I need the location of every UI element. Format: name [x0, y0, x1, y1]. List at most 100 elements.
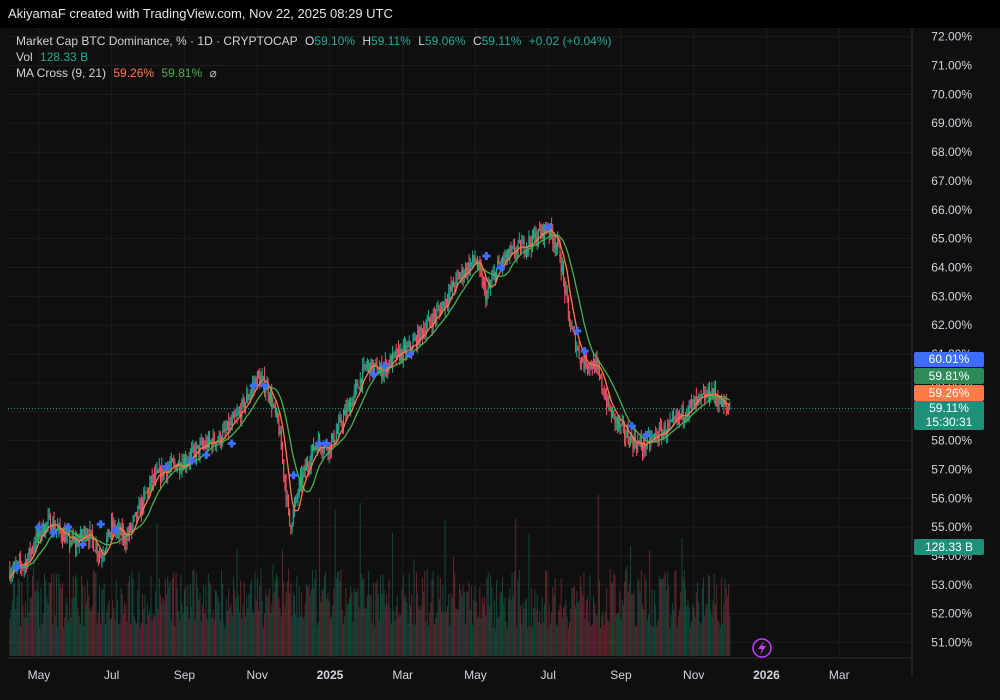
candle-body: [106, 538, 108, 549]
volume-bar: [713, 573, 715, 656]
volume-bar: [436, 612, 438, 656]
volume-label[interactable]: Vol: [16, 50, 33, 64]
volume-bar: [474, 585, 476, 656]
candle-body: [224, 427, 226, 431]
volume-bar: [516, 626, 518, 656]
candle-body: [553, 242, 555, 244]
volume-bar: [491, 587, 493, 656]
volume-bar: [688, 606, 690, 656]
volume-bar: [390, 623, 392, 656]
candle-body: [286, 497, 288, 501]
volume-bar: [540, 623, 542, 656]
cross-marker: [111, 526, 120, 535]
candle-body: [597, 364, 599, 369]
cross-marker: [64, 523, 73, 532]
volume-bar: [161, 603, 163, 656]
volume-bar: [63, 627, 65, 656]
candle-body: [549, 224, 551, 234]
cross-marker: [482, 251, 491, 260]
candle-body: [130, 525, 132, 531]
candle-body: [348, 403, 350, 413]
lightning-icon[interactable]: [752, 638, 772, 658]
candle-body: [687, 412, 689, 415]
volume-bar: [240, 580, 242, 656]
cross-marker: [496, 263, 505, 272]
symbol-title[interactable]: Market Cap BTC Dominance, % · 1D · CRYPT…: [16, 34, 298, 48]
cross-marker: [13, 563, 22, 572]
volume-bar: [20, 626, 22, 656]
volume-bar: [649, 550, 651, 656]
volume-bar: [627, 591, 629, 656]
volume-bar: [181, 602, 183, 656]
eye-off-icon[interactable]: ⌀: [209, 66, 217, 80]
volume-bar: [664, 571, 666, 656]
volume-bar: [529, 626, 531, 656]
candle-body: [21, 564, 23, 568]
candle-body: [20, 559, 22, 565]
volume-bar: [11, 600, 13, 656]
y-tick-label: 52.00%: [931, 607, 972, 621]
candle-body: [65, 534, 67, 543]
volume-bar: [698, 601, 700, 656]
candle-body: [667, 423, 669, 434]
candle-body: [219, 433, 221, 444]
volume-bar: [689, 627, 691, 656]
volume-bar: [659, 578, 661, 656]
candle-body: [311, 444, 313, 454]
volume-bar: [298, 585, 300, 656]
candle-body: [719, 396, 721, 404]
y-tick-label: 68.00%: [931, 145, 972, 159]
volume-bar: [643, 609, 645, 656]
volume-bar: [217, 596, 219, 656]
volume-bar: [348, 597, 350, 656]
candle-body: [502, 257, 504, 266]
volume-bar: [524, 600, 526, 656]
candle-body: [289, 508, 291, 526]
candle-body: [241, 401, 243, 419]
volume-bar: [137, 590, 139, 656]
candle-body: [657, 439, 659, 441]
candle-body: [683, 417, 685, 420]
candle-body: [570, 326, 572, 330]
candle-body: [181, 463, 183, 470]
volume-bar: [344, 616, 346, 656]
volume-bar: [545, 569, 547, 656]
volume-bar: [128, 575, 130, 656]
candle-body: [372, 365, 374, 373]
candle-body: [560, 262, 562, 272]
volume-bar: [272, 564, 274, 656]
candle-body: [230, 422, 232, 425]
volume-bar: [639, 590, 641, 656]
volume-bar: [561, 617, 563, 656]
volume-bar: [85, 603, 87, 656]
volume-bar: [413, 559, 415, 656]
candle-body: [504, 257, 506, 262]
volume-bar: [647, 614, 649, 656]
ohlc-low-value: 59.06%: [424, 34, 466, 48]
volume-bar: [308, 584, 310, 656]
candle-body: [346, 406, 348, 416]
volume-bar: [325, 572, 327, 656]
candle-body: [420, 327, 422, 331]
candle-body: [442, 301, 444, 306]
volume-bar: [337, 572, 339, 656]
volume-bar: [457, 609, 459, 656]
volume-bar: [692, 603, 694, 656]
chart-frame[interactable]: [8, 28, 992, 692]
volume-bar: [197, 587, 199, 656]
volume-bar: [209, 581, 211, 656]
volume-bar: [249, 585, 251, 656]
candle-body: [357, 383, 359, 388]
cross-marker: [49, 528, 58, 537]
candle-body: [679, 413, 681, 419]
volume-bar: [670, 614, 672, 656]
candle-body: [630, 435, 632, 446]
volume-bar: [578, 600, 580, 656]
volume-bar: [162, 598, 164, 656]
volume-bar: [292, 591, 294, 656]
ma-cross-label[interactable]: MA Cross (9, 21): [16, 66, 107, 80]
volume-bar: [433, 624, 435, 656]
volume-bar: [653, 590, 655, 656]
volume-bar: [496, 580, 498, 656]
